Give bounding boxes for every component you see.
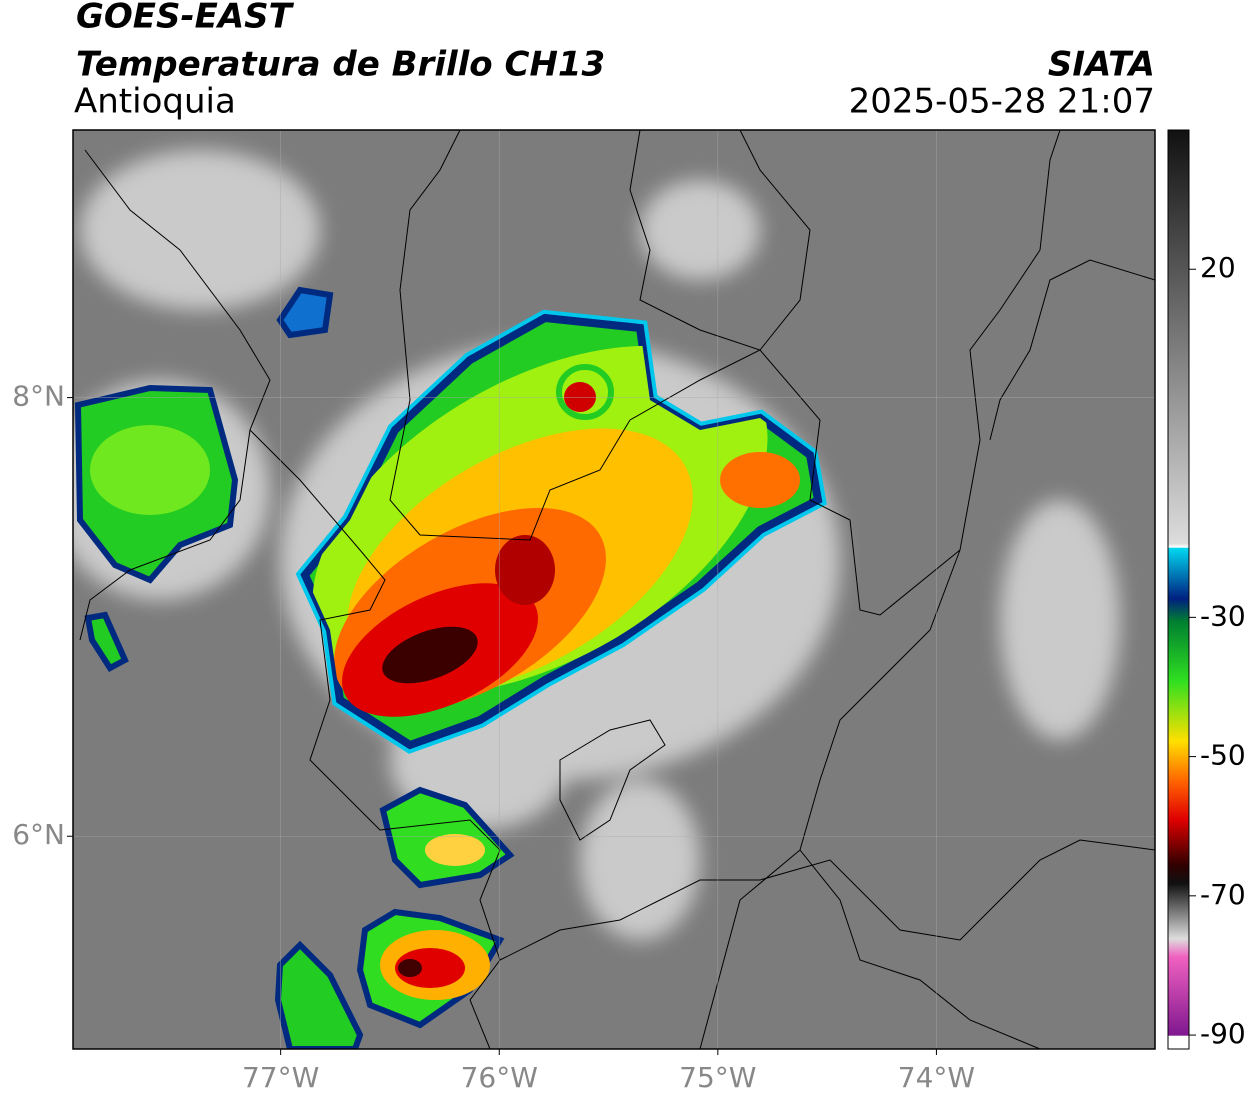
- title: GOES-EAST: [76, 0, 295, 37]
- subtitle: Temperatura de Brillo CH13: [76, 45, 605, 85]
- source: SIATA: [1048, 45, 1155, 85]
- colorbar-tick-label: -30: [1200, 599, 1246, 632]
- y-tick-label: 8°N: [12, 380, 65, 413]
- colorbar-tick-label: -70: [1200, 878, 1246, 911]
- region: Antioquia: [74, 82, 236, 122]
- colorbar-tick-label: -90: [1200, 1017, 1246, 1050]
- x-tick-label: 74°W: [898, 1061, 975, 1094]
- storm-main: [253, 274, 826, 766]
- grid: [73, 130, 1155, 1049]
- colorbar: [1167, 129, 1190, 1050]
- x-tick-label: 76°W: [461, 1061, 538, 1094]
- satellite-image: [73, 130, 1155, 1049]
- colorbar-tick-label: -50: [1200, 739, 1246, 772]
- y-tick-label: 6°N: [12, 818, 65, 851]
- colorbar-tick-label: 20: [1200, 251, 1236, 284]
- x-tick-label: 77°W: [242, 1061, 319, 1094]
- x-tick-label: 75°W: [679, 1061, 756, 1094]
- datetime: 2025-05-28 21:07: [849, 82, 1155, 122]
- borders: [79, 130, 1155, 1049]
- map-frame: [72, 129, 1156, 1050]
